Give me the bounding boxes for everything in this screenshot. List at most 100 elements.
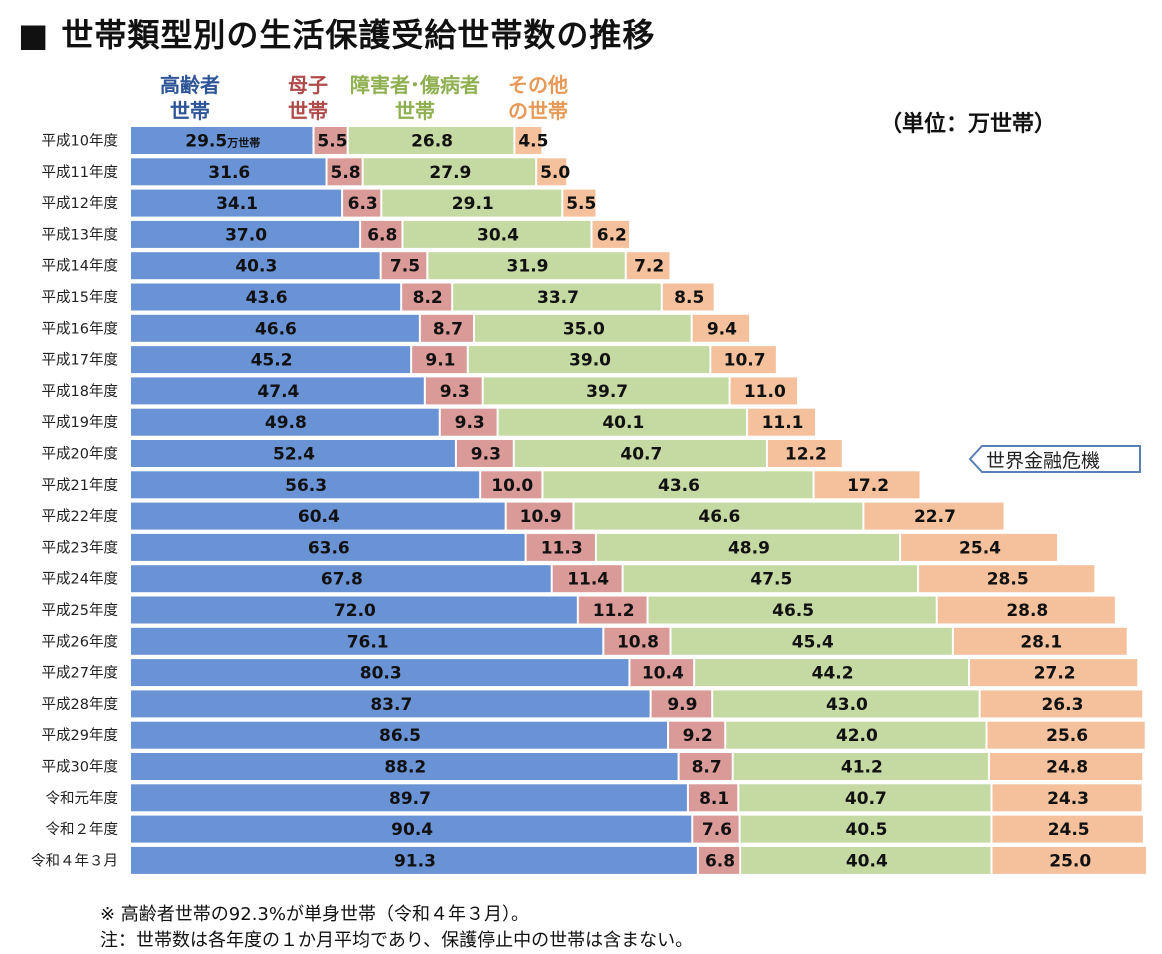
bar-other bbox=[919, 565, 1095, 593]
legend-other: その他 の世帯 bbox=[508, 72, 568, 124]
category-label: 平成21年度 bbox=[42, 477, 118, 494]
value-label-other: 12.2 bbox=[785, 445, 827, 465]
value-label-disabled: 40.7 bbox=[620, 445, 662, 465]
stacked-bar-chart: 平成10年度 29.5万世帯 5.5 26.8 4.5 平成11年度 31.6 5.8 27.9… bbox=[31, 127, 1146, 874]
legend-other-line1: その他 bbox=[508, 73, 568, 97]
value-label-single-mother: 10.4 bbox=[642, 664, 684, 684]
bar-disabled bbox=[695, 659, 969, 687]
value-label-single-mother: 6.3 bbox=[348, 194, 378, 214]
value-label-elderly: 45.2 bbox=[251, 351, 293, 371]
bar-elderly bbox=[131, 627, 603, 655]
bar-single-mother bbox=[440, 408, 497, 436]
value-label-single-mother: 6.8 bbox=[367, 225, 397, 245]
category-label: 平成12年度 bbox=[42, 195, 118, 212]
bar-single-mother bbox=[327, 158, 362, 186]
bar-other bbox=[864, 502, 1004, 530]
note-1: ※ 高齢者世帯の92.3%が単身世帯（令和４年３月）。 bbox=[100, 904, 529, 925]
bar-other bbox=[592, 220, 630, 248]
bar-other bbox=[901, 533, 1058, 561]
bar-single-mother bbox=[506, 502, 573, 530]
value-label-other: 7.2 bbox=[634, 257, 664, 277]
category-label: 令和２年度 bbox=[46, 821, 119, 838]
value-label-single-mother: 11.2 bbox=[593, 601, 635, 621]
value-label-elderly: 40.3 bbox=[235, 257, 277, 277]
bar-elderly bbox=[131, 471, 480, 499]
value-label-single-mother: 9.3 bbox=[440, 382, 470, 402]
value-label-elderly: 29.5万世帯 bbox=[185, 132, 260, 152]
bar-other bbox=[730, 377, 798, 405]
bar-other bbox=[767, 440, 842, 467]
bar-disabled bbox=[348, 127, 514, 154]
bar-single-mother bbox=[481, 471, 542, 499]
value-label-single-mother: 11.4 bbox=[567, 570, 609, 590]
category-label: 平成24年度 bbox=[42, 571, 118, 588]
bar-elderly bbox=[131, 846, 697, 874]
bar-other bbox=[814, 471, 920, 499]
value-label-other: 11.0 bbox=[744, 382, 786, 402]
bar-elderly bbox=[131, 659, 629, 687]
value-label-single-mother: 8.1 bbox=[699, 789, 729, 809]
value-label-single-mother: 10.8 bbox=[617, 632, 659, 652]
value-label-disabled: 46.5 bbox=[772, 601, 814, 621]
value-label-single-mother: 7.5 bbox=[390, 257, 420, 277]
bar-disabled bbox=[574, 502, 863, 530]
bar-other bbox=[937, 596, 1115, 624]
bar-disabled bbox=[671, 627, 952, 655]
value-label-single-mother: 5.5 bbox=[317, 132, 347, 152]
bar-disabled bbox=[623, 565, 918, 593]
legend-disabled-line1: 障害者･傷病者 bbox=[350, 73, 480, 97]
callout-arrow-icon bbox=[968, 445, 1141, 473]
value-label-other: 6.2 bbox=[597, 225, 627, 245]
value-label-single-mother: 10.9 bbox=[520, 507, 562, 527]
value-label-disabled: 26.8 bbox=[411, 132, 453, 152]
bar-disabled bbox=[514, 440, 766, 467]
bar-single-mother bbox=[693, 815, 739, 843]
bar-disabled bbox=[428, 252, 625, 280]
value-label-elderly: 80.3 bbox=[360, 664, 402, 684]
bar-other bbox=[692, 314, 750, 342]
value-label-disabled: 41.2 bbox=[841, 758, 883, 778]
bar-single-mother bbox=[679, 753, 732, 780]
value-label-disabled: 48.9 bbox=[728, 538, 770, 558]
bar-disabled bbox=[543, 471, 813, 499]
bar-single-mother bbox=[552, 565, 622, 593]
value-label-elderly: 86.5 bbox=[379, 726, 421, 746]
bar-other bbox=[537, 158, 567, 186]
category-label: 平成16年度 bbox=[42, 320, 118, 337]
bar-elderly bbox=[131, 784, 687, 812]
value-label-single-mother: 8.7 bbox=[433, 319, 463, 339]
unit-label: （単位：万世帯） bbox=[880, 112, 1057, 137]
value-label-disabled: 35.0 bbox=[563, 319, 605, 339]
bar-elderly bbox=[131, 314, 419, 342]
bar-elderly bbox=[131, 220, 360, 248]
value-label-disabled: 47.5 bbox=[750, 570, 792, 590]
bar-elderly bbox=[131, 346, 411, 374]
bar-elderly bbox=[131, 502, 505, 530]
bar-elderly bbox=[131, 283, 401, 311]
value-label-elderly: 43.6 bbox=[246, 288, 288, 308]
value-label-single-mother: 9.3 bbox=[471, 445, 501, 465]
category-label: 平成17年度 bbox=[42, 352, 118, 369]
legend-single-mother: 母子 世帯 bbox=[288, 72, 328, 124]
note-2: 注：世帯数は各年度の１か月平均であり、保護停止中の世帯は含まない。 bbox=[100, 930, 694, 951]
value-label-other: 27.2 bbox=[1034, 664, 1076, 684]
value-unit: 万世帯 bbox=[226, 136, 260, 150]
category-label: 平成15年度 bbox=[42, 289, 118, 306]
category-label: 平成14年度 bbox=[42, 258, 118, 275]
value-label-disabled: 43.0 bbox=[826, 695, 868, 715]
bar-elderly bbox=[131, 127, 313, 154]
bar-elderly bbox=[131, 815, 692, 843]
value-label-other: 24.5 bbox=[1048, 820, 1090, 840]
value-label-elderly: 63.6 bbox=[308, 538, 350, 558]
value-label-single-mother: 9.1 bbox=[425, 351, 455, 371]
value-label-single-mother: 7.6 bbox=[702, 820, 732, 840]
bar-single-mother bbox=[381, 252, 427, 280]
value-label-disabled: 46.6 bbox=[698, 507, 740, 527]
value-label-disabled: 39.0 bbox=[569, 351, 611, 371]
bar-other bbox=[953, 627, 1127, 655]
value-label-disabled: 31.9 bbox=[507, 257, 549, 277]
value-label-other: 22.7 bbox=[914, 507, 956, 527]
value-label-elderly: 67.8 bbox=[321, 570, 363, 590]
category-label: 平成20年度 bbox=[42, 446, 118, 463]
value-label-disabled: 30.4 bbox=[477, 225, 519, 245]
